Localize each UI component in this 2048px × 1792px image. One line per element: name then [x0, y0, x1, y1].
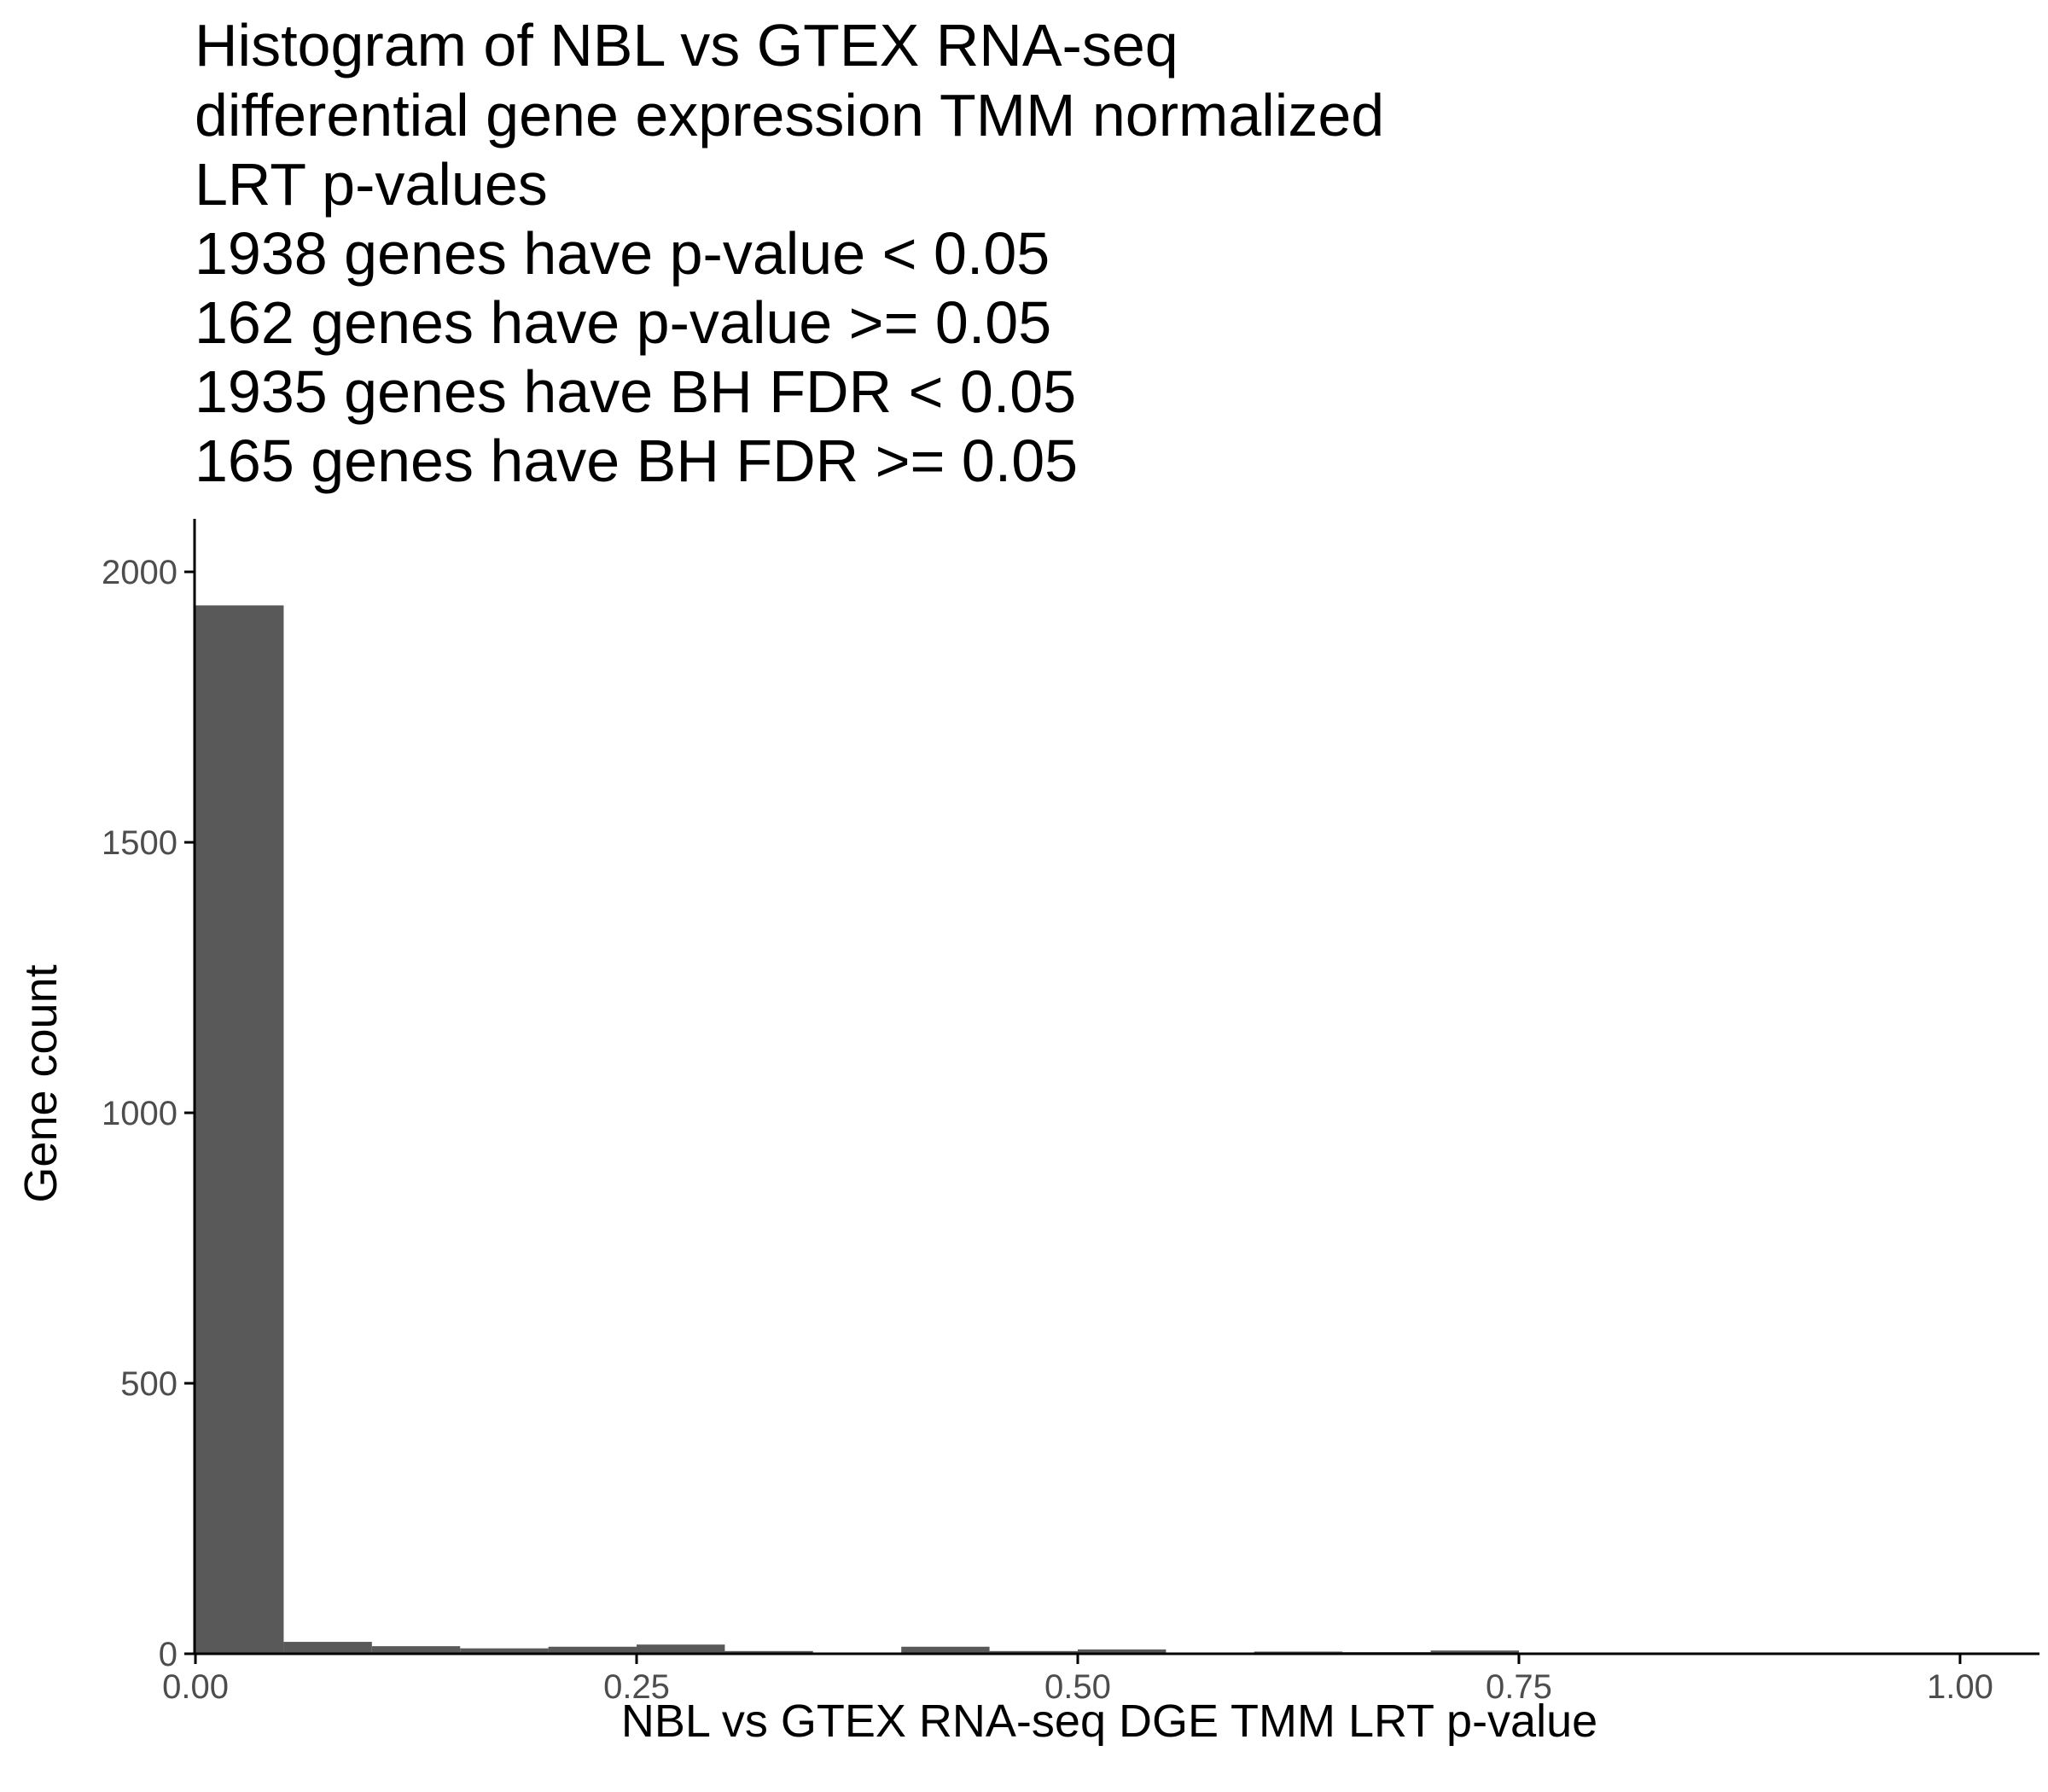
title-line-4: 1938 genes have p-value < 0.05 — [195, 220, 1050, 287]
histogram-bars — [195, 605, 1960, 1654]
histogram-bar — [371, 1646, 461, 1654]
x-tick-label: 0.25 — [603, 1668, 670, 1706]
x-tick-label: 0.00 — [162, 1668, 229, 1706]
title-line-1: Histogram of NBL vs GTEX RNA-seq — [195, 12, 1178, 79]
histogram-bar — [460, 1648, 549, 1654]
title-line-6: 1935 genes have BH FDR < 0.05 — [195, 358, 1076, 425]
chart-title: Histogram of NBL vs GTEX RNA-seq differe… — [195, 12, 1384, 494]
title-line-5: 162 genes have p-value >= 0.05 — [195, 289, 1051, 356]
histogram-bar — [637, 1644, 725, 1654]
x-axis-ticks: 0.00 0.25 0.50 0.75 1.00 — [162, 1654, 1993, 1706]
y-axis-ticks: 0 500 1000 1500 2000 — [102, 554, 195, 1673]
histogram-bar — [283, 1642, 372, 1654]
histogram-bar — [548, 1646, 637, 1654]
y-tick-label: 0 — [159, 1636, 177, 1673]
histogram-bar — [724, 1650, 813, 1654]
histogram-bar — [1430, 1650, 1519, 1654]
x-axis-title: NBL vs GTEX RNA-seq DGE TMM LRT p-value — [621, 1696, 1597, 1747]
y-tick-label: 1000 — [102, 1095, 177, 1132]
histogram-bar — [901, 1646, 990, 1654]
y-tick-label: 1500 — [102, 824, 177, 862]
x-tick-label: 0.75 — [1486, 1668, 1552, 1706]
x-tick-label: 0.50 — [1044, 1668, 1111, 1706]
histogram-bar — [989, 1650, 1078, 1654]
title-line-2: differential gene expression TMM normali… — [195, 82, 1384, 148]
histogram-bar — [195, 605, 284, 1654]
title-line-7: 165 genes have BH FDR >= 0.05 — [195, 428, 1078, 494]
x-tick-label: 1.00 — [1927, 1668, 1993, 1706]
y-tick-label: 2000 — [102, 554, 177, 591]
y-axis-title: Gene count — [15, 964, 67, 1202]
histogram-bar — [1077, 1649, 1167, 1654]
title-line-3: LRT p-values — [195, 151, 548, 218]
y-tick-label: 500 — [120, 1365, 177, 1403]
